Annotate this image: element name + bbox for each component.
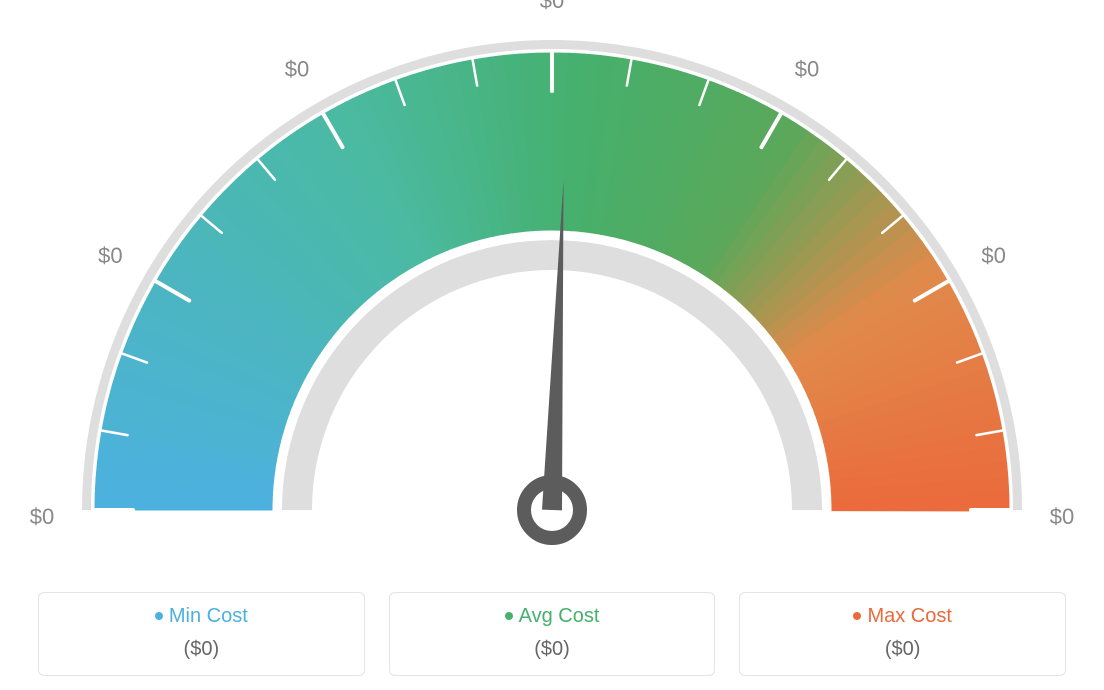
tick-label: $0 bbox=[540, 0, 564, 13]
legend-card: Max Cost ($0) bbox=[739, 592, 1066, 676]
legend-title: Min Cost bbox=[155, 605, 248, 628]
tick-label: $0 bbox=[30, 504, 54, 529]
tick-label: $0 bbox=[1050, 504, 1074, 529]
legend-title: Max Cost bbox=[853, 605, 951, 628]
legend-title: Avg Cost bbox=[505, 605, 600, 628]
legend-row: Min Cost ($0) Avg Cost ($0) Max Cost ($0) bbox=[38, 592, 1066, 676]
tick-label: $0 bbox=[795, 56, 819, 81]
legend-label: Min Cost bbox=[169, 605, 248, 628]
legend-card: Min Cost ($0) bbox=[38, 592, 365, 676]
tick-label: $0 bbox=[981, 243, 1005, 268]
legend-label: Avg Cost bbox=[519, 605, 600, 628]
legend-dot-icon bbox=[505, 612, 513, 620]
tick-label: $0 bbox=[98, 243, 122, 268]
legend-value: ($0) bbox=[402, 638, 703, 661]
legend-label: Max Cost bbox=[867, 605, 951, 628]
legend-value: ($0) bbox=[752, 638, 1053, 661]
gauge-needle bbox=[524, 180, 580, 538]
legend-card: Avg Cost ($0) bbox=[389, 592, 716, 676]
cost-gauge-chart: $0$0$0$0$0$0$0 Min Cost($0)Avg Cost($0)M… bbox=[0, 0, 1104, 690]
legend-value: ($0) bbox=[51, 638, 352, 661]
legend-dot-icon bbox=[155, 612, 163, 620]
gauge: $0 $0 $0 $0 $0 $0 $0 bbox=[0, 0, 1104, 560]
legend-dot-icon bbox=[853, 612, 861, 620]
tick-label: $0 bbox=[285, 56, 309, 81]
